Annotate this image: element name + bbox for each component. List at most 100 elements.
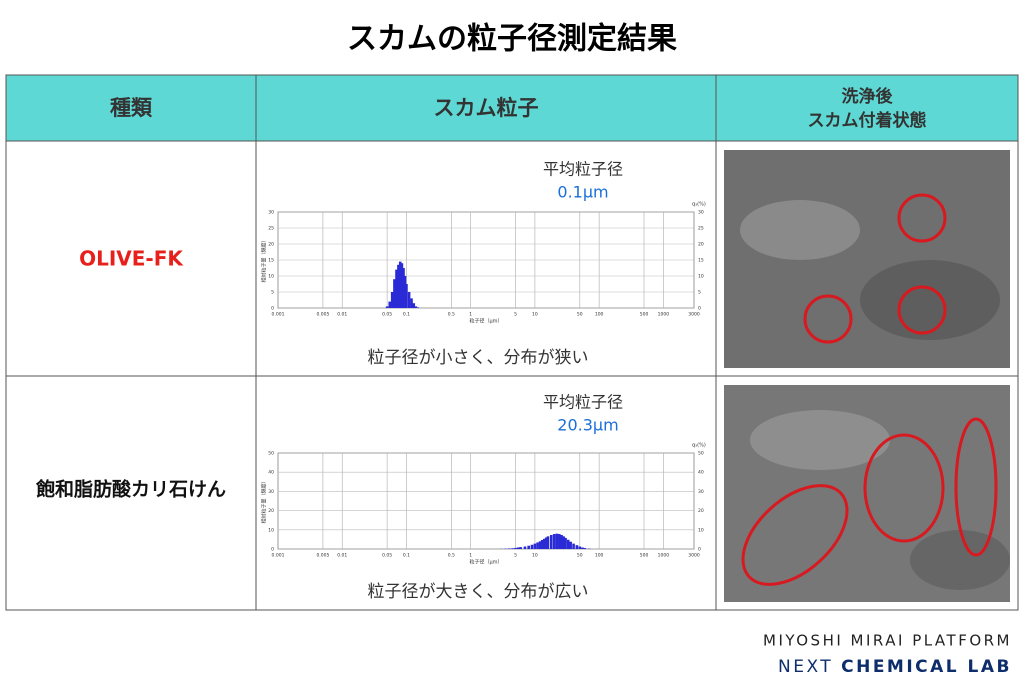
- bar: [536, 542, 539, 549]
- x-tick-label: 0.1: [403, 312, 410, 318]
- caption: 粒子径が小さく、分布が狭い: [368, 348, 589, 368]
- y2-tick-label: 40: [698, 470, 704, 476]
- y2-tick-label: 15: [698, 258, 704, 264]
- bar: [405, 284, 408, 308]
- y-tick-label: 5: [271, 290, 274, 296]
- y2-axis-label: q₃(%): [692, 202, 706, 208]
- x-tick-label: 1: [469, 312, 472, 318]
- x-tick-label: 0.01: [337, 553, 347, 559]
- sem-photo: [724, 385, 1010, 603]
- row-name: OLIVE-FK: [79, 247, 184, 271]
- bar: [578, 547, 581, 549]
- x-tick-label: 3000: [688, 553, 700, 559]
- header-cell: 洗浄後: [842, 86, 894, 107]
- x-tick-label: 3000: [688, 312, 700, 318]
- bar: [581, 547, 584, 549]
- bar: [391, 292, 394, 308]
- x-tick-label: 0.05: [382, 312, 392, 318]
- y-axis-label: 相対粒子量（頻度）: [261, 478, 268, 523]
- y2-tick-label: 20: [698, 508, 704, 514]
- y-tick-label: 20: [268, 242, 274, 248]
- y2-tick-label: 5: [698, 290, 701, 296]
- bar: [584, 548, 587, 549]
- bar: [550, 535, 553, 549]
- x-tick-label: 10: [532, 553, 538, 559]
- y-tick-label: 10: [268, 274, 274, 280]
- y2-tick-label: 20: [698, 242, 704, 248]
- y-tick-label: 25: [268, 226, 274, 232]
- x-tick-label: 1: [469, 553, 472, 559]
- y-tick-label: 0: [271, 547, 274, 553]
- y2-axis-label: q₃(%): [692, 443, 706, 449]
- bar: [514, 548, 517, 549]
- x-tick-label: 1000: [658, 553, 670, 559]
- brand: NEXT CHEMICAL LAB: [778, 657, 1012, 677]
- sem-photo: [724, 150, 1010, 368]
- x-tick-label: 0.1: [403, 553, 410, 559]
- bar: [519, 547, 522, 549]
- y-tick-label: 50: [268, 451, 274, 457]
- bar: [553, 534, 556, 549]
- y-tick-label: 40: [268, 470, 274, 476]
- y-tick-label: 20: [268, 508, 274, 514]
- bar: [517, 547, 520, 549]
- x-tick-label: 10: [532, 312, 538, 318]
- bar: [527, 546, 530, 549]
- bar: [547, 536, 550, 549]
- avg-label: 平均粒子径: [543, 160, 623, 179]
- x-tick-label: 100: [595, 553, 604, 559]
- bar: [511, 548, 514, 549]
- bar: [539, 541, 542, 549]
- bar: [558, 534, 561, 549]
- bar: [567, 540, 570, 549]
- x-tick-label: 0.005: [316, 553, 329, 559]
- y2-tick-label: 50: [698, 451, 704, 457]
- x-axis-label: 粒子径（μm）: [469, 318, 502, 325]
- x-axis-label: 粒子径（μm）: [469, 559, 502, 566]
- x-tick-label: 0.01: [337, 312, 347, 318]
- y-tick-label: 30: [268, 210, 274, 216]
- bar: [408, 292, 411, 308]
- bar: [524, 547, 527, 549]
- y2-tick-label: 10: [698, 527, 704, 533]
- header-cell: スカム粒子: [434, 96, 539, 120]
- title: スカムの粒子径測定結果: [347, 22, 677, 57]
- y2-tick-label: 10: [698, 274, 704, 280]
- header-cell: スカム付着状態: [808, 110, 927, 131]
- x-tick-label: 0.5: [448, 312, 455, 318]
- bar: [531, 545, 534, 549]
- bar: [534, 544, 537, 549]
- bar: [410, 298, 413, 308]
- x-tick-label: 0.001: [272, 312, 285, 318]
- bar: [576, 545, 579, 549]
- x-tick-label: 5: [514, 312, 517, 318]
- y2-tick-label: 25: [698, 226, 704, 232]
- y2-tick-label: 30: [698, 210, 704, 216]
- x-tick-label: 500: [640, 553, 649, 559]
- bar: [556, 534, 559, 549]
- bar: [564, 538, 567, 549]
- avg-value: 20.3μm: [557, 416, 618, 435]
- avg-label: 平均粒子径: [543, 393, 623, 412]
- y-axis-label: 相対粒子量（頻度）: [261, 237, 268, 282]
- bar: [386, 306, 389, 308]
- bar: [416, 307, 419, 308]
- avg-value: 0.1μm: [557, 183, 608, 202]
- brand-part: NEXT: [778, 657, 833, 677]
- bar: [572, 544, 575, 549]
- x-tick-label: 0.05: [382, 553, 392, 559]
- bar: [569, 542, 572, 549]
- y-tick-label: 15: [268, 258, 274, 264]
- header-cell: 種類: [110, 96, 153, 120]
- x-tick-label: 0.005: [316, 312, 329, 318]
- x-tick-label: 1000: [658, 312, 670, 318]
- bar: [388, 302, 391, 308]
- plot-area: [278, 453, 694, 549]
- y-tick-label: 10: [268, 527, 274, 533]
- x-tick-label: 0.001: [272, 553, 285, 559]
- x-tick-label: 500: [640, 312, 649, 318]
- x-tick-label: 0.5: [448, 553, 455, 559]
- caption: 粒子径が大きく、分布が広い: [368, 582, 589, 602]
